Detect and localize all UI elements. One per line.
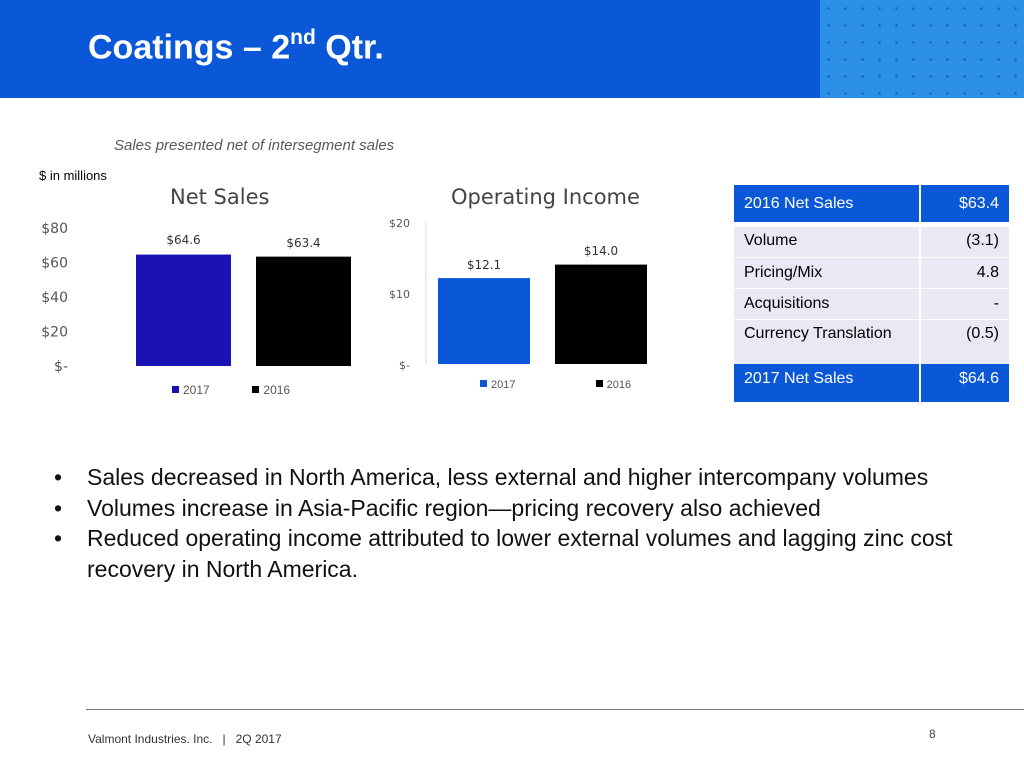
table-cell-label: 2017 Net Sales	[734, 364, 919, 402]
bullet-dot-icon: •	[54, 464, 63, 490]
header-dot-pattern	[820, 0, 1024, 98]
legend-swatch-2017	[480, 380, 487, 387]
table-cell-value: $64.6	[921, 364, 1009, 402]
table-cell-value: (3.1)	[921, 227, 1009, 257]
footer-text: Valmont Industries. Inc. | 2Q 2017	[88, 732, 282, 746]
bullet-text: Reduced operating income attributed to l…	[87, 525, 953, 582]
bullet-item: • Reduced operating income attributed to …	[50, 523, 970, 584]
table-cell-value: $63.4	[921, 185, 1009, 222]
y-tick-label: $20	[389, 217, 410, 230]
y-tick-label: $10	[389, 288, 410, 301]
table-row: 2017 Net Sales $64.6	[734, 364, 1009, 402]
net-sales-chart-title: Net Sales	[170, 185, 270, 209]
table-row: Volume (3.1)	[734, 226, 1009, 257]
table-row: Currency Translation (0.5)	[734, 319, 1009, 364]
bar-2016	[555, 264, 647, 364]
bar-2017	[438, 278, 530, 364]
bullet-list: • Sales decreased in North America, less …	[50, 462, 970, 584]
page-number: 8	[929, 727, 936, 741]
legend-label-2017: 2017	[491, 379, 516, 391]
slide-subtitle: Sales presented net of intersegment sale…	[114, 137, 395, 154]
table-cell-value: 4.8	[921, 258, 1009, 288]
bar-2017	[136, 254, 231, 366]
legend-swatch-2016	[252, 386, 260, 393]
data-label: $64.6	[166, 233, 200, 247]
y-tick-label: $-	[399, 359, 410, 372]
bullet-item: • Volumes increase in Asia-Pacific region…	[50, 493, 970, 524]
y-tick-label: $-	[54, 359, 68, 375]
legend-swatch-2016	[595, 380, 603, 387]
y-tick-label: $40	[41, 290, 68, 306]
net-sales-chart: $- $20 $40 $60 $80 $64.6 $63.4	[41, 221, 351, 375]
bullet-dot-icon: •	[54, 525, 63, 551]
data-label: $12.1	[467, 258, 501, 272]
y-tick-label: $20	[41, 325, 68, 341]
bar-2016	[256, 256, 351, 366]
legend-label-2016: 2016	[263, 383, 291, 397]
bullet-dot-icon: •	[54, 494, 63, 521]
data-label: $14.0	[584, 244, 618, 258]
net-sales-legend: 2017 2016	[172, 383, 290, 397]
net-sales-bridge-table: 2016 Net Sales $63.4 Volume (3.1) Pricin…	[734, 185, 1009, 402]
table-cell-label: Acquisitions	[734, 289, 919, 319]
operating-income-chart-title: Operating Income	[451, 185, 640, 209]
table-cell-label: Pricing/Mix	[734, 258, 919, 288]
bullet-text: Volumes increase in Asia-Pacific region—…	[87, 494, 821, 521]
slide-title: Coatings – 2nd Qtr.	[88, 26, 384, 67]
legend-label-2016: 2016	[606, 379, 632, 391]
table-cell-value: (0.5)	[921, 320, 1009, 364]
operating-income-legend: 2017 2016	[480, 379, 631, 391]
table-cell-label: 2016 Net Sales	[734, 185, 919, 222]
operating-income-chart: $- $10 $20 $12.1 $14.0	[389, 217, 647, 372]
table-cell-label: Currency Translation	[734, 320, 919, 364]
table-cell-value: -	[921, 289, 1009, 319]
y-tick-label: $60	[41, 256, 68, 272]
units-note: $ in millions	[39, 168, 107, 183]
table-cell-label: Volume	[734, 227, 919, 257]
bullet-text: Sales decreased in North America, less e…	[87, 464, 929, 490]
footer-divider	[86, 709, 1024, 710]
table-row: Acquisitions -	[734, 288, 1009, 319]
table-row: 2016 Net Sales $63.4	[734, 185, 1009, 222]
y-tick-label: $80	[41, 221, 68, 237]
data-label: $63.4	[286, 236, 320, 250]
bullet-item: • Sales decreased in North America, less …	[50, 462, 970, 493]
legend-swatch-2017	[172, 386, 179, 393]
table-row: Pricing/Mix 4.8	[734, 257, 1009, 288]
legend-label-2017: 2017	[183, 383, 210, 397]
